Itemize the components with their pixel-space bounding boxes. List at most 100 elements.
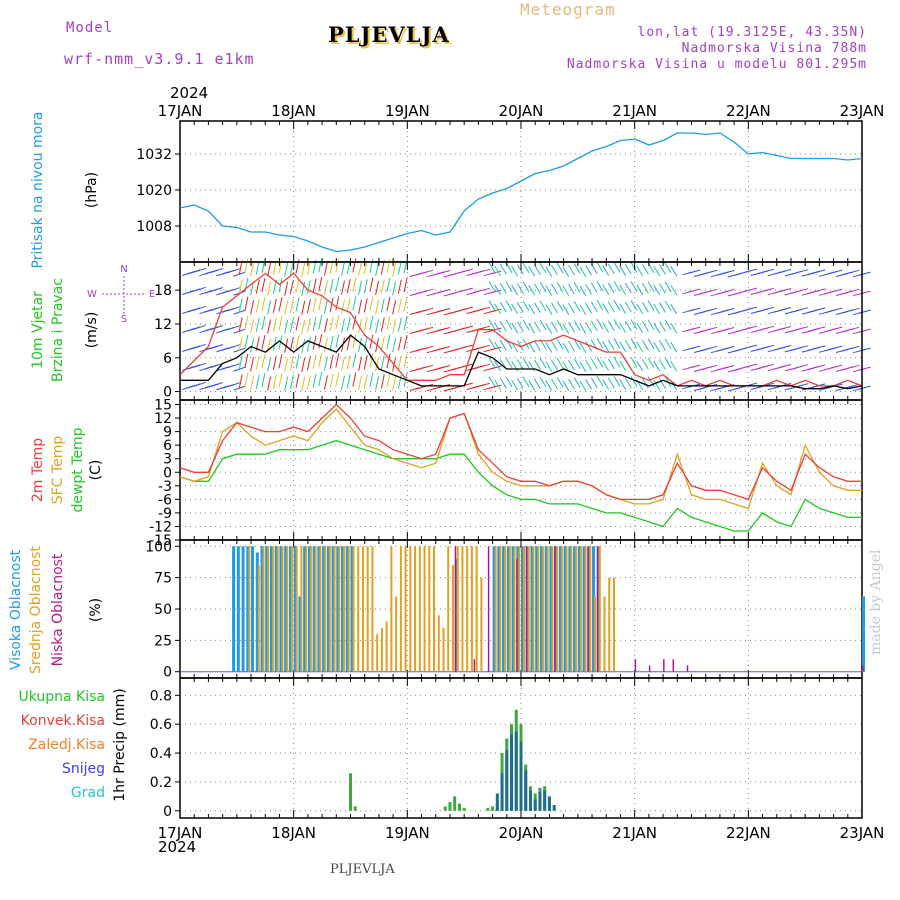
wind-barb	[545, 342, 553, 353]
wind-barb	[477, 268, 491, 273]
wind-barb	[705, 345, 718, 350]
wind-barb	[397, 298, 402, 313]
wind-barb	[284, 376, 289, 391]
wind-barb	[341, 318, 345, 333]
wind-barb	[664, 319, 672, 331]
wind-barb	[647, 376, 655, 387]
wind-barb	[499, 283, 507, 294]
wind-barb	[641, 264, 649, 275]
cloud-bar-low	[454, 546, 457, 672]
wind-barb	[250, 300, 255, 315]
wind-barb	[312, 354, 317, 369]
wind-barb	[193, 381, 206, 387]
wind-barb	[573, 339, 581, 350]
cloud-bar-high	[345, 546, 349, 672]
wind-barb	[813, 364, 826, 369]
wind-barb	[420, 288, 434, 293]
sfc-temp-line	[179, 408, 862, 510]
wind-barb	[505, 300, 513, 311]
wind-barb	[539, 300, 547, 312]
wind-barb	[659, 321, 666, 332]
wind-barb	[244, 353, 249, 369]
wind-barb	[556, 358, 564, 369]
wind-barb	[227, 287, 240, 293]
wind-barb	[488, 319, 496, 330]
wind-barb	[227, 344, 240, 350]
time-tick-label-bottom: 17JAN	[158, 824, 203, 842]
wind-barb	[312, 297, 317, 312]
wind-barb	[306, 375, 311, 390]
pressure-panel: 1008 1020 1032	[136, 120, 863, 263]
cloud-bar-high	[544, 546, 548, 672]
wind-barb	[363, 355, 368, 370]
wind-barb	[250, 319, 255, 334]
wind-barb	[545, 380, 553, 391]
cloud-bar-mid	[433, 546, 436, 672]
wind-barb	[488, 376, 496, 387]
wind-barb	[641, 302, 649, 313]
wind-barb	[705, 307, 718, 312]
wind-barb	[533, 283, 541, 294]
wind-barb	[562, 323, 570, 334]
wind-barb	[847, 326, 860, 331]
wind-barb	[624, 377, 632, 389]
lonlat-label: lon,lat (19.3125E, 43.35N)	[637, 25, 867, 40]
cloud-bar-mid	[451, 565, 454, 672]
cloud-bar-high	[288, 546, 292, 672]
wind-barb	[847, 383, 860, 388]
cloud-bar-mid	[352, 546, 355, 672]
wind-barb	[847, 345, 860, 350]
wind-barb	[653, 322, 661, 334]
wind-barb	[210, 306, 223, 311]
wind-barb	[289, 260, 294, 276]
cloud-bar-mid	[475, 546, 478, 672]
wind-barb	[533, 264, 541, 275]
cloud-bar-mid	[480, 577, 483, 672]
wind-barb	[301, 319, 306, 335]
cloud-bar-high	[307, 546, 311, 672]
cloud-bar-mid	[357, 546, 360, 672]
time-tick-label-bottom: 22JAN	[726, 824, 771, 842]
cloud-bar-high	[279, 546, 283, 672]
wind-barb	[847, 288, 860, 293]
wind-barb	[335, 296, 340, 311]
wind-barb	[522, 376, 530, 388]
wind-barb	[744, 287, 758, 292]
wind-barb	[596, 356, 604, 368]
wind-barb	[688, 364, 701, 369]
wind-barb	[796, 383, 809, 388]
wind-barb	[511, 265, 519, 277]
cloud-bar-mid	[556, 546, 559, 672]
wind-barb	[630, 357, 638, 368]
cloud-bar-low	[648, 665, 651, 672]
wind-barb	[477, 325, 491, 330]
wind-barb	[596, 375, 604, 387]
wind-barb	[499, 264, 507, 275]
wind-barb	[619, 265, 627, 276]
wind-barb	[489, 346, 502, 351]
precip-legend-entry: Grad	[71, 785, 105, 801]
wind-barb	[585, 303, 592, 314]
wind-barb	[386, 277, 391, 293]
wind-barb	[352, 315, 357, 330]
cloud-bar-low	[473, 659, 476, 672]
wind-barb	[579, 380, 587, 392]
wind-barb	[722, 308, 735, 312]
cloud-bar-mid	[461, 546, 464, 672]
wind-barb	[813, 269, 826, 274]
wind-barb	[858, 347, 871, 352]
wind-barb	[545, 323, 553, 334]
wind-speed-line	[180, 334, 863, 390]
cloud-bar-high	[592, 546, 596, 672]
wind-barb	[568, 359, 575, 371]
wind-barb	[289, 355, 294, 371]
wind-barb	[261, 277, 266, 293]
wind-barb	[261, 258, 266, 274]
y-tick-label: 6	[163, 438, 172, 454]
cloud-bar-high	[521, 546, 524, 672]
wind-barb	[573, 282, 581, 293]
wind-barb	[590, 282, 598, 293]
cloud-bar-high	[539, 546, 543, 672]
panel-labels: Pritisak na nivou mora (hPa) 10m Vjetar Brz…	[8, 111, 155, 801]
wind-barb	[613, 319, 621, 330]
